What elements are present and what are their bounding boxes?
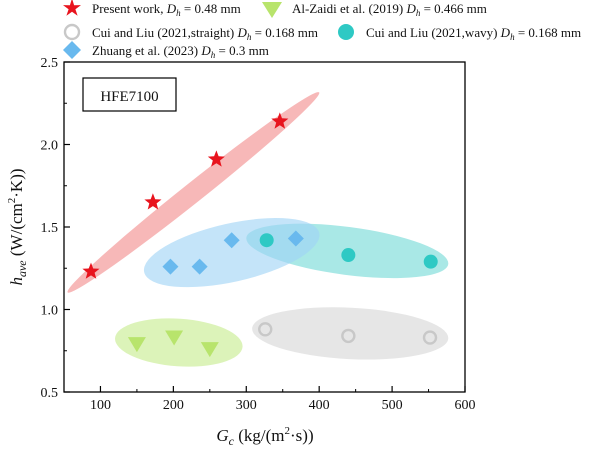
point-s0-0 [82, 262, 100, 279]
y-tick-label-3: 2.0 [41, 139, 59, 154]
legend: Present work, Dh = 0.48 mm Al-Zaidi et a… [63, 0, 581, 60]
point-s0-3 [271, 112, 289, 129]
legend-label-cui-wavy: Cui and Liu (2021,wavy) [366, 25, 497, 40]
highlight-regions [67, 92, 449, 367]
y-tick-label-2: 1.5 [41, 221, 59, 236]
y-axis-label: have (W/(cm2·K)) [6, 168, 29, 285]
svg-text:Present work, Dh = 0.48 mm: Present work, Dh = 0.48 mm [92, 1, 241, 18]
x-tick-label-3: 400 [309, 398, 330, 413]
region-0 [67, 92, 320, 293]
point-s2-1 [341, 328, 356, 344]
point-s4-2 [223, 232, 240, 249]
legend-dh-al-zaidi: 0.466 mm [434, 1, 487, 16]
point-s3-1 [341, 248, 356, 263]
y-tick-label-1: 1.0 [41, 304, 59, 319]
legend-dh-zhuang: 0.3 mm [229, 43, 269, 58]
legend-item-zhuang: Zhuang et al. (2023) Dh = 0.3 mm [63, 41, 269, 60]
region-2 [252, 307, 449, 360]
point-s2-2 [422, 330, 438, 345]
legend-label-cui-straight: Cui and Liu (2021,straight) [92, 25, 234, 40]
point-s2-0 [258, 322, 273, 337]
legend-label-present-work: Present work [92, 1, 161, 16]
svg-text:Cui and Liu (2021,wavy) Dh = 0: Cui and Liu (2021,wavy) Dh = 0.168 mm [366, 25, 581, 42]
legend-star-icon [63, 0, 81, 16]
point-s4-1 [191, 258, 208, 275]
svg-text:Al-Zaidi et al. (2019) Dh = 0.: Al-Zaidi et al. (2019) Dh = 0.466 mm [292, 1, 487, 18]
legend-triangle-down-icon [262, 2, 282, 18]
svg-text:Cui and Liu (2021,straight) Dh: Cui and Liu (2021,straight) Dh = 0.168 m… [92, 25, 318, 42]
point-s4-0 [162, 258, 179, 275]
x-tick-label-1: 200 [163, 398, 184, 413]
data-points [82, 112, 438, 358]
point-s4-3 [287, 230, 304, 247]
y-tick-label-0: 0.5 [41, 386, 59, 401]
y-axis: 0.5 1.0 1.5 2.0 2.5 [41, 56, 70, 401]
annotation-text: HFE7100 [100, 89, 158, 105]
legend-item-al-zaidi: Al-Zaidi et al. (2019) Dh = 0.466 mm [262, 1, 487, 18]
legend-item-cui-straight: Cui and Liu (2021,straight) Dh = 0.168 m… [63, 23, 318, 42]
x-tick-label-5: 600 [455, 398, 476, 413]
region-4 [143, 218, 320, 288]
x-tick-label-2: 300 [236, 398, 257, 413]
annotation-box: HFE7100 [82, 77, 177, 112]
point-s0-2 [207, 150, 225, 167]
x-tick-label-0: 100 [90, 398, 111, 413]
x-tick-label-4: 500 [382, 398, 403, 413]
point-s3-0 [259, 233, 274, 248]
legend-item-present-work: Present work, Dh = 0.48 mm [63, 0, 241, 18]
point-s1-1 [165, 330, 184, 346]
point-s1-0 [127, 337, 146, 353]
x-axis: 100 200 300 400 500 600 [63, 386, 476, 413]
legend-label-al-zaidi: Al-Zaidi et al. (2019) [292, 1, 403, 16]
point-s0-1 [144, 193, 162, 210]
point-s3-2 [423, 254, 438, 269]
legend-diamond-icon [63, 41, 81, 59]
y-tick-label-4: 2.5 [41, 56, 59, 71]
legend-dh-present-work: 0.48 mm [194, 1, 240, 16]
point-s1-2 [200, 342, 219, 358]
legend-item-cui-wavy: Cui and Liu (2021,wavy) Dh = 0.168 mm [338, 24, 581, 42]
legend-dh-cui-straight: 0.168 mm [265, 25, 318, 40]
x-axis-label: Gc (kg/(m2·s)) [216, 425, 313, 448]
legend-label-zhuang: Zhuang et al. (2023) [92, 43, 198, 58]
legend-open-circle-icon [63, 23, 81, 41]
legend-filled-circle-icon [338, 24, 354, 40]
legend-dh-cui-wavy: 0.168 mm [528, 25, 581, 40]
svg-text:Zhuang et al. (2023) Dh = 0.3: Zhuang et al. (2023) Dh = 0.3 mm [92, 43, 269, 60]
